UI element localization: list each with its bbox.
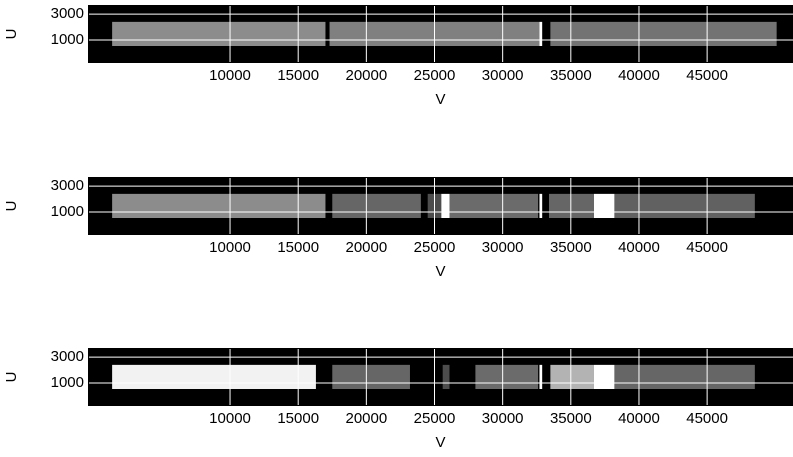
heat-cell	[449, 193, 539, 219]
y-axis-label: U	[3, 201, 20, 212]
x-tick-label: 30000	[482, 410, 524, 427]
x-tick-label: 35000	[550, 67, 592, 84]
heat-cell	[549, 193, 594, 219]
x-tick-label: 15000	[277, 67, 319, 84]
x-tick-label: 40000	[618, 239, 660, 256]
heat-cell	[539, 364, 543, 390]
y-axis-label: U	[3, 29, 20, 40]
plot-frame	[88, 348, 793, 406]
plot-frame	[88, 5, 793, 63]
x-tick-label: 30000	[482, 67, 524, 84]
x-tick-label: 45000	[686, 410, 728, 427]
x-tick-label: 10000	[209, 67, 251, 84]
x-tick-label: 25000	[414, 239, 456, 256]
y-axis-label: U	[3, 372, 20, 383]
x-tick-label: 15000	[277, 410, 319, 427]
x-tick-label: 25000	[414, 67, 456, 84]
heat-cell	[539, 21, 543, 47]
y-tick-label: 3000	[51, 5, 84, 22]
heat-cell	[112, 193, 326, 219]
y-tick-label: 1000	[51, 203, 84, 220]
y-tick-label: 1000	[51, 374, 84, 391]
x-axis-label: V	[435, 91, 445, 108]
x-tick-label: 30000	[482, 239, 524, 256]
heat-cell	[614, 193, 755, 219]
x-tick-label: 15000	[277, 239, 319, 256]
x-tick-label: 40000	[618, 67, 660, 84]
heat-cell	[614, 364, 755, 390]
heat-cell	[332, 364, 410, 390]
x-tick-label: 20000	[345, 410, 387, 427]
x-tick-label: 20000	[345, 239, 387, 256]
x-tick-label: 20000	[345, 67, 387, 84]
y-tick-label: 3000	[51, 177, 84, 194]
heat-cell	[112, 21, 326, 47]
heat-cell	[112, 364, 316, 390]
heat-cell	[539, 193, 543, 219]
heat-cell	[441, 193, 450, 219]
y-tick-label: 1000	[51, 31, 84, 48]
x-tick-label: 10000	[209, 410, 251, 427]
x-tick-label: 10000	[209, 239, 251, 256]
x-tick-label: 25000	[414, 410, 456, 427]
plot-frame	[88, 177, 793, 235]
x-axis-label: V	[435, 434, 445, 451]
y-tick-label: 3000	[51, 348, 84, 365]
heat-cell	[332, 193, 421, 219]
x-tick-label: 45000	[686, 239, 728, 256]
heat-cell	[475, 364, 539, 390]
heat-cell	[593, 364, 615, 390]
x-tick-label: 35000	[550, 239, 592, 256]
x-tick-label: 35000	[550, 410, 592, 427]
x-tick-label: 40000	[618, 410, 660, 427]
heat-cell	[593, 193, 615, 219]
x-tick-label: 45000	[686, 67, 728, 84]
heat-cell	[550, 21, 777, 47]
heat-cell	[442, 364, 450, 390]
heat-cell	[550, 364, 594, 390]
x-axis-label: V	[435, 263, 445, 280]
